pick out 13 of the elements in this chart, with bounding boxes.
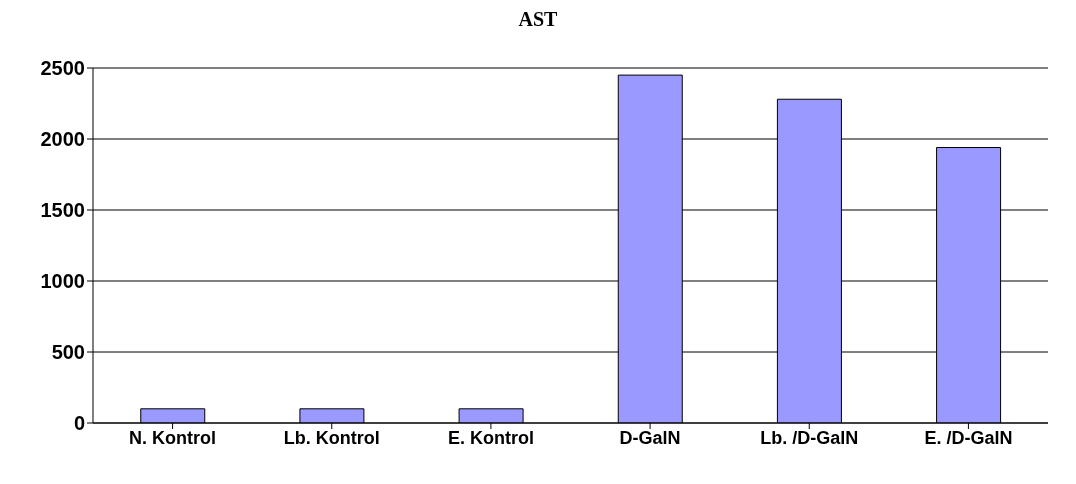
y-tick-label: 500	[51, 341, 85, 364]
chart-title: AST	[517, 8, 559, 32]
x-tick-label: E. Kontrol	[447, 427, 534, 448]
x-tick-label: E. /D-GalN	[924, 427, 1013, 448]
x-tick-label: N. Kontrol	[129, 427, 217, 448]
x-tick-label: Lb. /D-GalN	[760, 427, 859, 448]
x-tick-label: D-GalN	[619, 427, 681, 448]
x-tick-label: Lb. Kontrol	[283, 427, 380, 448]
y-tick-label: 1000	[40, 270, 85, 293]
y-tick-label: 2500	[40, 57, 85, 80]
y-tick-label: 1500	[40, 199, 85, 222]
y-tick-label: 0	[73, 412, 85, 435]
y-tick-label: 2000	[40, 128, 85, 151]
